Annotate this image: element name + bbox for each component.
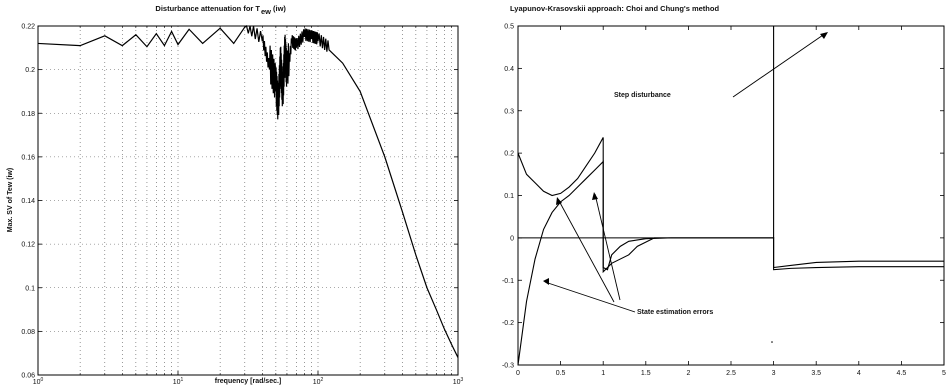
arrowhead-step-disturbance: [820, 32, 828, 39]
left-x-ticks: 100 101 102 103: [33, 26, 464, 385]
right-x-tick-label: 1.5: [641, 370, 651, 377]
right-x-tick-label: 4.5: [897, 370, 907, 377]
right-y-tick-label: -0.3: [502, 363, 514, 370]
right-x-tick-label: 4: [857, 370, 861, 377]
left-chart-title-suffix: (iw): [273, 4, 286, 13]
arrow-estimation-3: [594, 193, 621, 301]
right-y-tick-label: 0.4: [504, 66, 514, 73]
right-chart-title: Lyapunov-Krasovskii approach: Choi and C…: [510, 4, 719, 13]
left-x-tick-label: 103: [453, 377, 464, 385]
left-y-tick-label: 0.16: [21, 154, 35, 161]
arrow-estimation-1: [544, 281, 636, 313]
stray-dot: [771, 341, 773, 343]
right-y-tick-label: 0.3: [504, 108, 514, 115]
left-x-tick-label: 101: [173, 377, 184, 385]
right-x-tick-label: 2.5: [726, 370, 736, 377]
left-x-tick-label: 100: [33, 377, 44, 385]
right-y-ticks: -0.3 -0.2 -0.1 0 0.1 0.2 0.3 0.4 0.5: [502, 24, 944, 370]
right-estimation-error-line-1: [517, 137, 944, 274]
left-y-tick-label: 0.18: [21, 111, 35, 118]
right-y-tick-label: -0.1: [502, 278, 514, 285]
left-y-tick-label: 0.22: [21, 24, 35, 31]
annotation-step-disturbance: Step disturbance: [614, 92, 671, 99]
right-y-tick-label: -0.2: [502, 320, 514, 327]
right-x-tick-label: 2: [686, 370, 690, 377]
left-chart: Disturbance attenuation for T ew (iw) 0.…: [7, 4, 464, 385]
right-x-tick-label: 3: [772, 370, 776, 377]
left-y-tick-label: 0.2: [25, 67, 35, 74]
left-y-tick-label: 0.1: [25, 285, 35, 292]
right-x-ticks: 0 0.5 1 1.5 2 2.5 3 3.5 4 4.5 5: [516, 26, 946, 377]
left-y-tick-label: 0.06: [21, 373, 35, 380]
right-step-disturbance-line: [518, 25, 944, 239]
left-y-axis-label: Max. SV of Tew (iw): [7, 168, 14, 232]
left-y-tick-label: 0.08: [21, 329, 35, 336]
arrowhead-estimation-2: [556, 197, 562, 205]
arrowhead-estimation-3: [592, 192, 598, 200]
left-grid: [38, 26, 458, 375]
right-y-tick-label: 0.2: [504, 151, 514, 158]
arrow-step-disturbance: [732, 32, 827, 98]
right-chart: Lyapunov-Krasovskii approach: Choi and C…: [502, 4, 946, 377]
left-series-line: [37, 25, 459, 358]
right-x-tick-label: 1: [601, 370, 605, 377]
right-y-tick-label: 0.5: [504, 24, 514, 31]
right-plot-frame: [517, 25, 945, 366]
left-y-ticks: 0.06 0.08 0.1 0.12 0.14 0.16 0.18 0.2 0.22: [21, 24, 458, 380]
right-y-tick-label: 0.1: [504, 193, 514, 200]
left-chart-title-sub: ew: [261, 7, 271, 16]
left-y-tick-label: 0.14: [21, 198, 35, 205]
right-x-tick-label: 5: [942, 370, 946, 377]
left-y-tick-label: 0.12: [21, 242, 35, 249]
arrow-estimation-2: [557, 198, 615, 303]
arrowhead-estimation-1: [543, 278, 549, 285]
right-x-tick-label: 0.5: [556, 370, 566, 377]
left-x-axis-label: frequency [rad/sec.]: [215, 378, 282, 385]
left-x-tick-label: 102: [313, 377, 324, 385]
right-estimation-error-line-2: [517, 160, 944, 366]
right-y-tick-label: 0: [510, 235, 514, 242]
right-x-tick-label: 3.5: [811, 370, 821, 377]
annotation-state-estimation-errors: State estimation errors: [637, 309, 713, 316]
right-x-tick-label: 0: [516, 370, 520, 377]
left-chart-title: Disturbance attenuation for T: [155, 4, 260, 13]
